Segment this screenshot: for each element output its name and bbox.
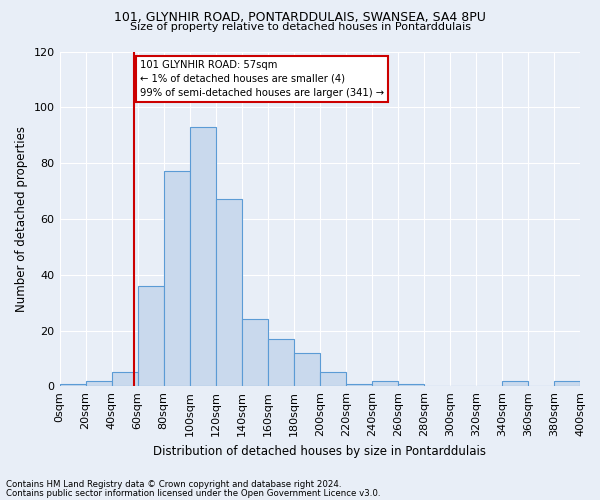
Bar [242, 320, 268, 386]
Text: Size of property relative to detached houses in Pontarddulais: Size of property relative to detached ho… [130, 22, 470, 32]
Bar [398, 384, 424, 386]
Bar [554, 380, 580, 386]
Bar [502, 380, 528, 386]
Text: Contains HM Land Registry data © Crown copyright and database right 2024.: Contains HM Land Registry data © Crown c… [6, 480, 341, 489]
Bar [164, 172, 190, 386]
Bar [320, 372, 346, 386]
X-axis label: Distribution of detached houses by size in Pontarddulais: Distribution of detached houses by size … [153, 444, 486, 458]
Bar [346, 384, 372, 386]
Bar [86, 380, 112, 386]
Y-axis label: Number of detached properties: Number of detached properties [15, 126, 28, 312]
Bar [294, 353, 320, 386]
Bar [137, 286, 164, 386]
Text: 101, GLYNHIR ROAD, PONTARDDULAIS, SWANSEA, SA4 8PU: 101, GLYNHIR ROAD, PONTARDDULAIS, SWANSE… [114, 12, 486, 24]
Bar [372, 380, 398, 386]
Bar [112, 372, 137, 386]
Bar [190, 127, 215, 386]
Bar [215, 200, 242, 386]
Text: Contains public sector information licensed under the Open Government Licence v3: Contains public sector information licen… [6, 488, 380, 498]
Text: 101 GLYNHIR ROAD: 57sqm
← 1% of detached houses are smaller (4)
99% of semi-deta: 101 GLYNHIR ROAD: 57sqm ← 1% of detached… [140, 60, 385, 98]
Bar [268, 339, 294, 386]
Bar [59, 384, 86, 386]
